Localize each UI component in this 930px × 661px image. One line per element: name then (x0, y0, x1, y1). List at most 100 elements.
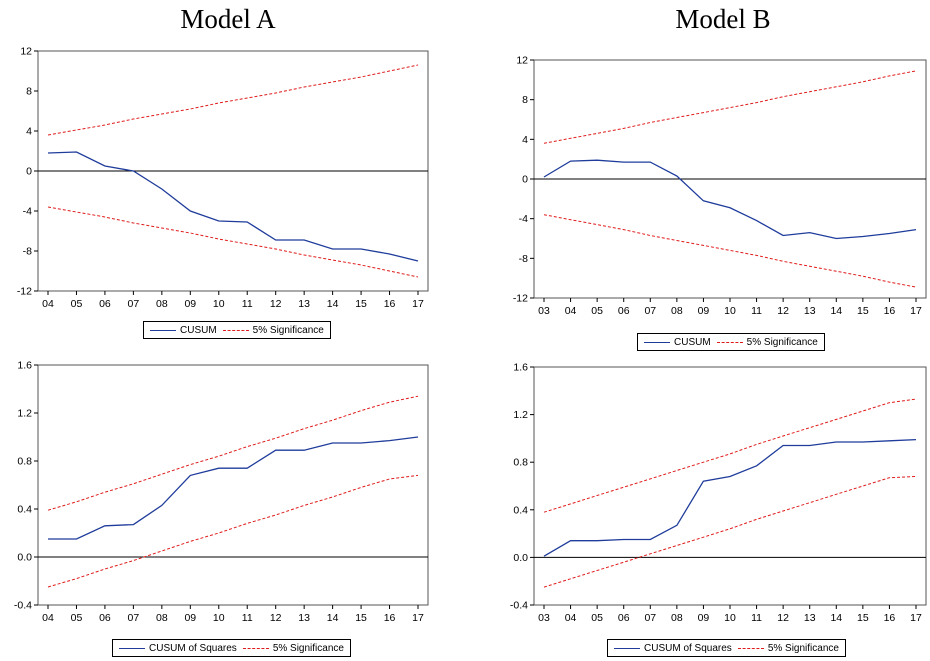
y-tick-label: 0.4 (17, 504, 32, 516)
x-tick-label: 07 (644, 305, 656, 317)
x-tick-label: 13 (804, 612, 816, 624)
y-tick-label: -12 (513, 293, 528, 305)
legend-swatch-series (614, 647, 640, 649)
legend-model-a-cusumsq: CUSUM of Squares 5% Significance (112, 639, 351, 657)
upper-bound-line (543, 70, 917, 144)
x-tick-label: 11 (242, 298, 253, 310)
x-tick-label: 16 (384, 298, 396, 310)
x-tick-label: 15 (355, 298, 367, 310)
legend-label-series: CUSUM (180, 324, 217, 336)
x-tick-label: 16 (884, 612, 896, 624)
x-tick-label: 07 (644, 612, 656, 624)
y-tick-label: 0.0 (513, 552, 528, 564)
series-line (48, 436, 419, 540)
model-a-cusumsq-frame (37, 364, 429, 606)
legend-label-series: CUSUM of Squares (149, 642, 237, 654)
x-tick-label: 07 (128, 612, 140, 624)
model-b-cusumsq-frame (533, 366, 927, 606)
series-line (543, 438, 917, 557)
legend-swatch-series (644, 341, 670, 343)
x-tick-label: 10 (724, 305, 736, 317)
x-tick-label: 12 (777, 612, 789, 624)
upper-bound-line (47, 395, 419, 511)
y-tick-label: 12 (20, 46, 32, 58)
y-tick-label: -4 (519, 213, 528, 225)
y-tick-label: 0 (522, 174, 528, 186)
series-line (47, 151, 419, 262)
y-tick-label: 0.4 (513, 504, 528, 516)
x-tick-label: 15 (857, 305, 869, 317)
y-tick-label: -0.4 (510, 600, 528, 612)
lower-bound-line (543, 214, 917, 288)
x-tick-label: 14 (327, 612, 339, 624)
lower-bound-line (543, 476, 917, 588)
x-tick-label: 17 (412, 298, 424, 310)
model-a-title: Model A (180, 4, 276, 34)
x-tick-label: 17 (910, 612, 922, 624)
x-tick-label: 13 (298, 298, 310, 310)
model-b-title: Model B (675, 4, 771, 34)
x-tick-label: 09 (698, 612, 710, 624)
y-tick-label: 1.2 (513, 409, 528, 421)
x-tick-label: 04 (42, 298, 54, 310)
y-tick-label: 1.2 (17, 408, 32, 420)
x-tick-label: 10 (213, 298, 225, 310)
y-tick-label: 0 (26, 166, 32, 178)
x-tick-label: 14 (327, 298, 339, 310)
legend-label-bound: 5% Significance (767, 642, 839, 654)
x-tick-label: 05 (591, 305, 603, 317)
legend-model-a-cusum: CUSUM 5% Significance (143, 321, 331, 339)
legend-label-series: CUSUM (674, 336, 711, 348)
x-tick-label: 04 (565, 305, 577, 317)
legend-swatch-bound (242, 647, 269, 649)
y-tick-label: 0.0 (17, 552, 32, 564)
y-tick-label: -4 (23, 206, 32, 218)
x-tick-label: 11 (751, 305, 762, 317)
y-tick-label: -8 (23, 246, 32, 258)
x-tick-label: 04 (42, 612, 54, 624)
x-tick-label: 12 (270, 298, 282, 310)
x-tick-label: 12 (777, 305, 789, 317)
upper-bound-line (543, 398, 917, 513)
y-tick-label: 0.8 (513, 457, 528, 469)
x-tick-label: 08 (156, 612, 168, 624)
x-tick-label: 10 (213, 612, 225, 624)
x-tick-label: 12 (270, 612, 282, 624)
y-tick-label: 12 (516, 55, 528, 67)
x-tick-label: 03 (538, 305, 550, 317)
x-tick-label: 05 (71, 298, 83, 310)
x-tick-label: 14 (830, 305, 842, 317)
series-line (543, 159, 917, 240)
y-tick-label: 8 (26, 86, 32, 98)
upper-bound-line (47, 64, 419, 136)
x-tick-label: 06 (618, 305, 630, 317)
y-tick-label: 8 (522, 94, 528, 106)
x-tick-label: 09 (184, 612, 196, 624)
y-tick-label: -8 (519, 253, 528, 265)
x-tick-label: 05 (71, 612, 83, 624)
legend-label-bound: 5% Significance (252, 324, 324, 336)
legend-model-b-cusum: CUSUM 5% Significance (637, 333, 825, 351)
y-tick-label: 0.8 (17, 456, 32, 468)
x-tick-label: 17 (910, 305, 922, 317)
legend-label-bound: 5% Significance (272, 642, 344, 654)
legend-swatch-bound (737, 647, 764, 649)
x-tick-label: 17 (412, 612, 424, 624)
x-tick-label: 05 (591, 612, 603, 624)
x-tick-label: 13 (298, 612, 310, 624)
lower-bound-line (47, 474, 419, 588)
x-tick-label: 08 (156, 298, 168, 310)
x-tick-label: 11 (242, 612, 253, 624)
x-tick-label: 09 (184, 298, 196, 310)
x-tick-label: 16 (384, 612, 396, 624)
x-tick-label: 09 (698, 305, 710, 317)
x-tick-label: 06 (618, 612, 630, 624)
x-tick-label: 06 (99, 298, 111, 310)
x-tick-label: 15 (355, 612, 367, 624)
y-tick-label: 4 (26, 126, 32, 138)
legend-swatch-bound (716, 341, 743, 343)
x-tick-label: 11 (751, 612, 762, 624)
legend-label-series: CUSUM of Squares (644, 642, 732, 654)
x-tick-label: 04 (565, 612, 577, 624)
